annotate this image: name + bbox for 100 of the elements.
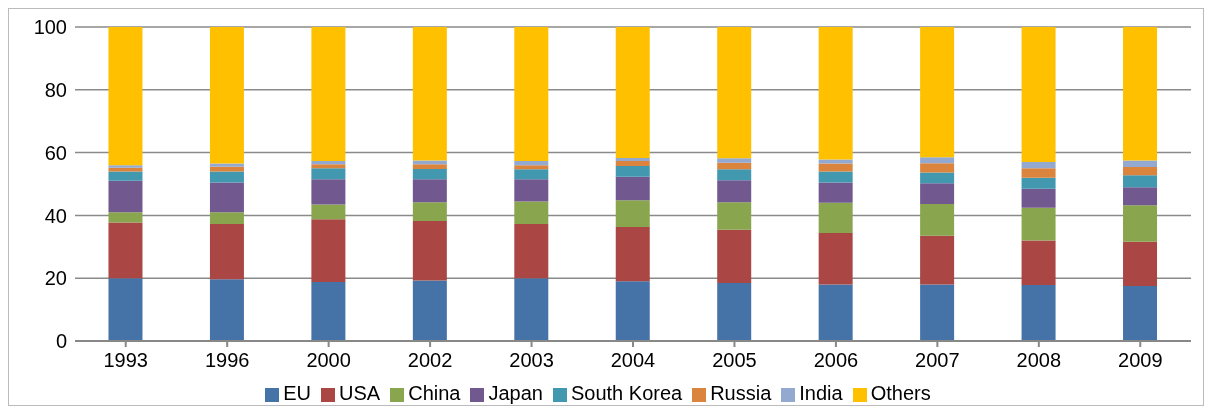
- bar: [1123, 205, 1158, 242]
- x-tick-label: 2003: [509, 349, 554, 372]
- bar: [311, 281, 346, 341]
- bar: [920, 284, 955, 341]
- bar: [311, 164, 346, 169]
- bar: [717, 162, 752, 170]
- bar: [920, 183, 955, 205]
- bar: [209, 279, 244, 341]
- bar: [818, 159, 853, 164]
- x-tick-label: 2007: [915, 349, 960, 372]
- bar: [311, 179, 346, 205]
- bar: [108, 222, 143, 279]
- bar: [311, 168, 346, 180]
- bar: [717, 180, 752, 203]
- bar: [615, 157, 650, 162]
- bar: [717, 229, 752, 283]
- bar: [615, 227, 650, 282]
- bar: [717, 282, 752, 341]
- bar: [1123, 167, 1158, 176]
- bar: [1123, 286, 1158, 341]
- bar: [615, 27, 650, 158]
- bar: [717, 158, 752, 163]
- bar: [920, 172, 955, 184]
- bar: [311, 219, 346, 282]
- y-tick-label: 80: [44, 78, 67, 101]
- legend-label: South Korea: [570, 382, 683, 404]
- y-tick-label: 100: [33, 16, 67, 39]
- bar: [412, 179, 447, 203]
- bar: [108, 165, 143, 168]
- bar: [514, 169, 549, 180]
- legend-label: India: [799, 382, 843, 404]
- x-tick-label: 2002: [407, 349, 453, 372]
- x-tick-label: 2005: [712, 349, 757, 372]
- bar: [818, 171, 853, 183]
- bar: [615, 281, 650, 341]
- bar: [920, 27, 955, 158]
- y-tick-label: 40: [44, 204, 67, 227]
- bar: [108, 27, 143, 166]
- legend-label: China: [408, 382, 461, 404]
- bar: [818, 202, 853, 233]
- bar: [311, 204, 346, 220]
- bar: [1021, 168, 1056, 178]
- bar: [920, 163, 955, 173]
- bar: [1021, 188, 1056, 208]
- bar: [514, 179, 549, 202]
- bar: [412, 221, 447, 281]
- x-tick-label: 1993: [103, 349, 148, 372]
- bar: [615, 166, 650, 177]
- bar: [717, 27, 752, 159]
- x-tick-label: 2004: [610, 349, 656, 372]
- x-tick-label: 2006: [813, 349, 859, 372]
- bar: [514, 165, 549, 170]
- y-tick-label: 0: [55, 330, 67, 353]
- bar: [1021, 27, 1056, 163]
- bar: [209, 27, 244, 164]
- bar: [920, 235, 955, 285]
- y-tick-label: 60: [44, 141, 67, 164]
- bar: [514, 223, 549, 279]
- bar: [818, 284, 853, 341]
- bar: [412, 160, 447, 165]
- bar: [1123, 175, 1158, 188]
- bar: [1123, 27, 1158, 161]
- bar: [1021, 240, 1056, 286]
- bar: [1021, 177, 1056, 189]
- bar: [818, 27, 853, 160]
- bar: [209, 223, 244, 280]
- bar: [1123, 241, 1158, 287]
- bar: [920, 157, 955, 164]
- bar: [108, 180, 143, 213]
- bar: [818, 232, 853, 285]
- bar: [108, 212, 143, 223]
- legend-label: USA: [339, 382, 381, 404]
- bar: [615, 200, 650, 228]
- bar: [209, 212, 244, 224]
- bar: [412, 164, 447, 169]
- bar: [920, 204, 955, 236]
- y-tick-label: 20: [44, 267, 67, 290]
- bar: [615, 176, 650, 201]
- bar: [514, 201, 549, 224]
- bar: [412, 280, 447, 341]
- bar: [1021, 162, 1056, 169]
- bar: [412, 27, 447, 161]
- bar: [514, 278, 549, 341]
- bar: [615, 161, 650, 167]
- bar: [514, 27, 549, 162]
- bar: [1123, 187, 1158, 206]
- bar: [311, 27, 346, 162]
- bar: [1021, 285, 1056, 341]
- bar: [108, 278, 143, 341]
- legend-label: EU: [283, 382, 312, 404]
- x-tick-label: 2009: [1118, 349, 1163, 372]
- bar: [1021, 207, 1056, 241]
- bar: [209, 171, 244, 183]
- bar: [1123, 160, 1158, 168]
- legend-label: Others: [870, 382, 931, 404]
- bar: [311, 161, 346, 165]
- bar: [514, 161, 549, 166]
- bar: [209, 163, 244, 167]
- legend-label: Russia: [710, 382, 772, 404]
- bar: [412, 202, 447, 222]
